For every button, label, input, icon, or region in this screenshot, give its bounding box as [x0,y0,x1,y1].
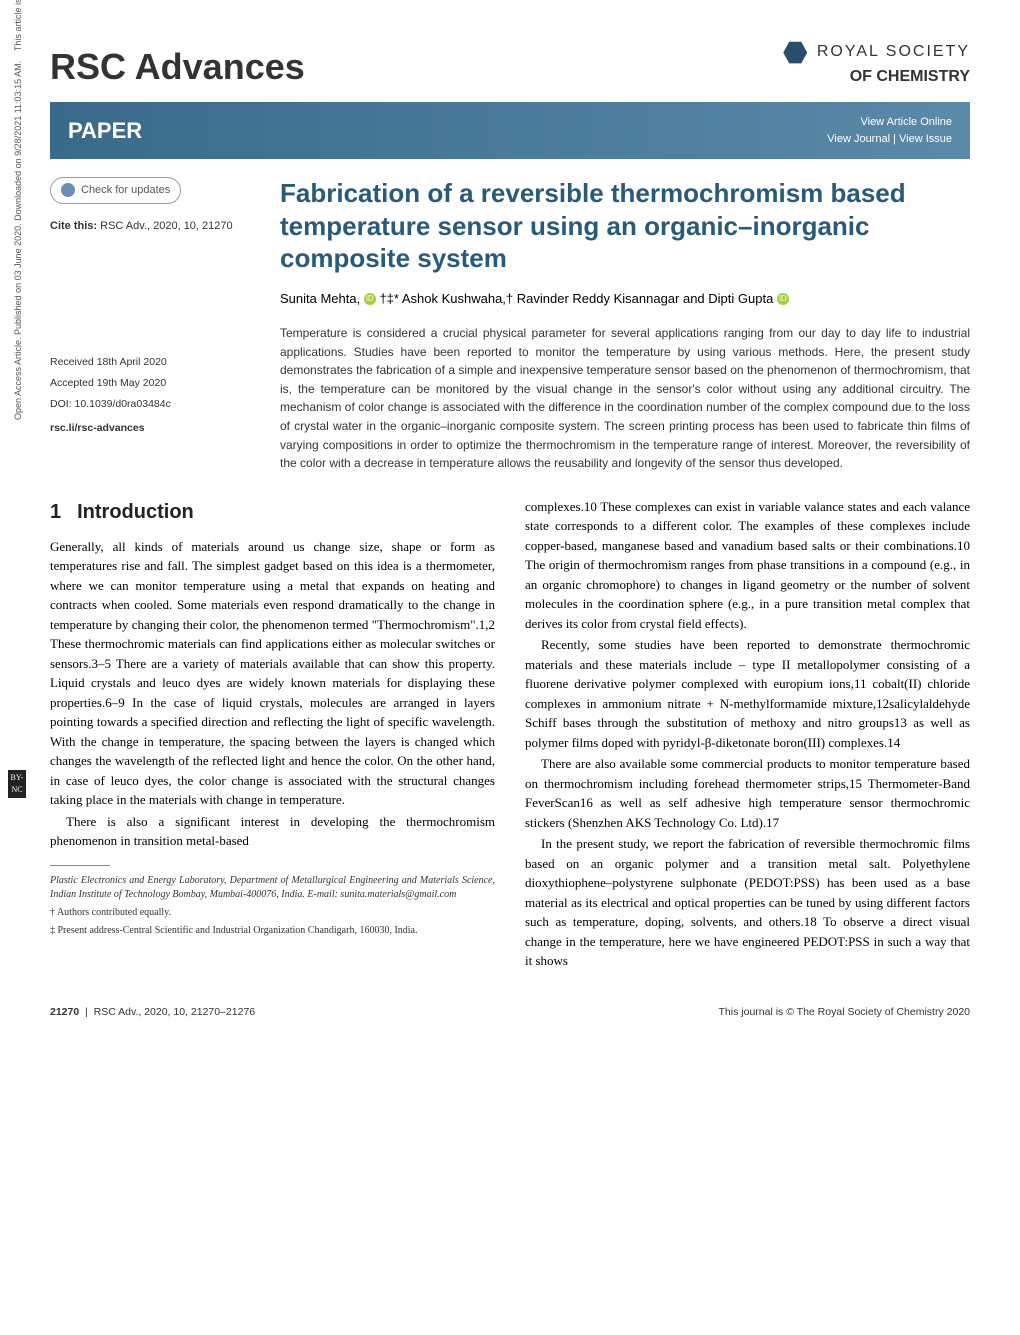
section-title: Introduction [77,501,194,523]
affiliations: Plastic Electronics and Energy Laborator… [50,874,495,938]
body-p1: Generally, all kinds of materials around… [50,537,495,810]
banner-links: View Article Online View Journal | View … [827,114,952,147]
affiliation-ddagger: ‡ Present address-Central Scientific and… [50,924,495,938]
cc-badge: BY-NC [8,770,26,798]
content-top: Check for updates Cite this: RSC Adv., 2… [50,177,970,473]
affiliation-dagger: † Authors contributed equally. [50,906,495,920]
publisher-name-bottom: OF CHEMISTRY [783,65,970,89]
section-1-heading: 1 Introduction [50,497,495,527]
cite-label: Cite this: [50,220,97,232]
body-p6: In the present study, we report the fabr… [525,834,970,971]
check-updates-label: Check for updates [81,182,170,199]
check-updates-button[interactable]: Check for updates [50,177,181,204]
cite-text: RSC Adv., 2020, 10, 21270 [100,220,233,232]
left-metadata-column: Check for updates Cite this: RSC Adv., 2… [50,177,250,473]
section-banner: PAPER View Article Online View Journal |… [50,102,970,159]
journal-reference: RSC Adv., 2020, 10, 21270–21276 [94,1006,256,1018]
received-date: Received 18th April 2020 [50,354,250,371]
page-footer: 21270 | RSC Adv., 2020, 10, 21270–21276 … [50,997,970,1021]
publisher-logo: ROYAL SOCIETY OF CHEMISTRY [783,40,970,89]
doi: DOI: 10.1039/d0ra03484c [50,396,250,413]
accepted-date: Accepted 19th May 2020 [50,375,250,392]
body-columns: 1 Introduction Generally, all kinds of ma… [50,497,970,973]
view-journal-link[interactable]: View Journal | View Issue [827,133,952,145]
crossmark-icon [61,183,75,197]
abstract: Temperature is considered a crucial phys… [280,324,970,473]
body-column-left: 1 Introduction Generally, all kinds of ma… [50,497,495,973]
license-line-2: This article is licensed under a Creativ… [13,0,23,51]
article-dates: Received 18th April 2020 Accepted 19th M… [50,354,250,437]
footer-copyright: This journal is © The Royal Society of C… [719,1005,970,1021]
section-label: PAPER [68,114,142,147]
body-p5: There are also available some commercial… [525,754,970,832]
rsc-shortlink[interactable]: rsc.li/rsc-advances [50,420,250,437]
license-line-1: Open Access Article. Published on 03 Jun… [13,61,23,420]
page-number: 21270 [50,1006,79,1018]
body-p2: There is also a significant interest in … [50,812,495,851]
citation: Cite this: RSC Adv., 2020, 10, 21270 [50,218,250,235]
cc-label: BY-NC [11,773,24,794]
body-p4: Recently, some studies have been reporte… [525,635,970,752]
body-p3: complexes.10 These complexes can exist i… [525,497,970,634]
section-number: 1 [50,501,61,523]
article-header-column: Fabrication of a reversible thermochromi… [280,177,970,473]
affiliation-main: Plastic Electronics and Energy Laborator… [50,874,495,902]
license-sidebar: Open Access Article. Published on 03 Jun… [12,0,26,420]
journal-title: RSC Advances [50,40,305,94]
footer-left: 21270 | RSC Adv., 2020, 10, 21270–21276 [50,1005,255,1021]
publisher-name-top: ROYAL SOCIETY [817,43,970,60]
body-column-right: complexes.10 These complexes can exist i… [525,497,970,973]
rsc-hex-icon [783,41,807,65]
article-title: Fabrication of a reversible thermochromi… [280,177,970,275]
affiliation-divider [50,865,110,866]
header-row: RSC Advances ROYAL SOCIETY OF CHEMISTRY [50,40,970,94]
author-list: Sunita Mehta, iD †‡* Ashok Kushwaha,† Ra… [280,289,970,309]
view-article-link[interactable]: View Article Online [860,116,952,128]
